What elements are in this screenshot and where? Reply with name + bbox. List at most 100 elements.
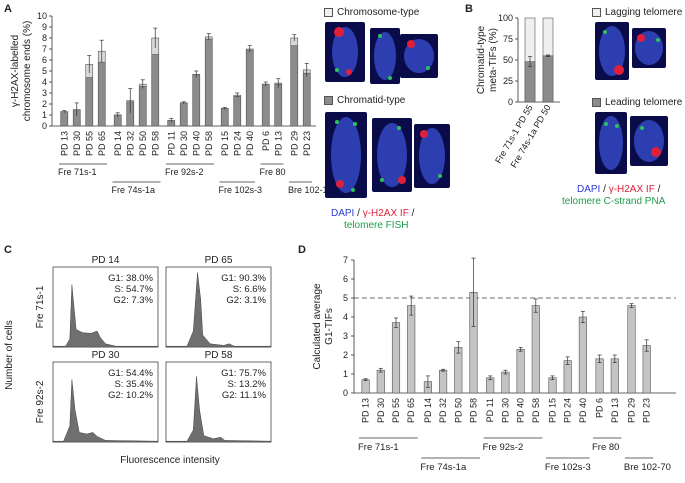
micrograph-a-chromatid-1 (325, 112, 367, 198)
d-y-tick-label: 0 (343, 388, 348, 398)
c-histogram-title: PD 65 (205, 255, 233, 266)
a-y-tick-label: 7 (42, 44, 47, 54)
c-histogram-area (165, 272, 272, 348)
c-g2-value: G2: 7.3% (113, 295, 153, 306)
d-group-label: Fre 92s-2 (483, 442, 524, 453)
c-row-label: Fre 92s-2 (35, 380, 46, 423)
c-xlabel: Fluorescence intensity (120, 455, 220, 466)
d-bar (516, 349, 525, 394)
caption-b-pna: telomere C-strand PNA (562, 196, 666, 207)
panel-a-letter: A (4, 3, 12, 15)
a-x-tick-label: PD 13 (59, 131, 69, 156)
d-y-tick-label: 5 (343, 293, 348, 303)
d-x-tick-label: PD 11 (485, 398, 495, 422)
b-y-tick-label: 25 (503, 76, 513, 86)
d-ylabel-1: Calculated average (312, 283, 323, 370)
a-x-tick-label: PD 30 (179, 131, 189, 156)
a-bar-chromatid (274, 83, 283, 127)
caption-b-h2ax: γ-H2AX IF (608, 184, 655, 195)
a-y-tick-label: 4 (42, 77, 47, 87)
micrograph-a-chromatid-2 (372, 118, 412, 192)
legend-b-lagging-label: Lagging telomere (605, 7, 683, 18)
a-ylabel-2: chromosome ends (%) (22, 21, 33, 122)
micrograph-a-chromosome-1 (325, 22, 365, 82)
d-bar (578, 316, 587, 394)
a-x-tick-label: PD 30 (72, 131, 82, 156)
panel-d-letter: D (298, 244, 306, 256)
d-x-tick-label: PD 24 (563, 398, 573, 423)
d-x-tick-label: PD 55 (391, 398, 401, 423)
b-y-tick-label: 100 (498, 13, 513, 23)
c-histogram-area (52, 284, 159, 348)
a-bar-chromatid (245, 49, 254, 127)
d-x-tick-label: PD 58 (531, 398, 541, 423)
panel-b-letter: B (465, 3, 473, 15)
b-ylabel-2: meta-TIFs (%) (488, 28, 499, 92)
d-x-tick-label: PD 15 (548, 398, 558, 423)
d-bar (548, 377, 557, 394)
a-bar-chromatid (151, 54, 160, 127)
a-y-tick-label: 5 (42, 66, 47, 76)
c-s-value: S: 54.7% (114, 284, 153, 295)
d-x-tick-label: PD 50 (453, 398, 463, 423)
legend-b-leading-swatch (592, 98, 601, 107)
c-g2-value: G2: 3.1% (226, 295, 266, 306)
a-bar-chromatid (204, 38, 213, 127)
b-bar-leading (542, 55, 554, 103)
c-histogram-area (165, 376, 272, 443)
a-y-tick-label: 1 (42, 110, 47, 120)
legend-a-chromatid-label: Chromatid-type (337, 95, 406, 106)
a-y-tick-label: 6 (42, 55, 47, 65)
d-group-label: Bre 102-70 (624, 462, 671, 473)
d-group-label: Fre 74s-1a (420, 462, 467, 473)
d-x-tick-label: PD 6 (595, 398, 605, 418)
b-ylabel-1: Chromatid-type (476, 25, 487, 94)
a-x-tick-label: PD 58 (150, 131, 160, 156)
d-bar (501, 371, 510, 394)
d-y-tick-label: 3 (343, 331, 348, 341)
a-bar-chromatid (179, 102, 188, 127)
d-y-tick-label: 6 (343, 274, 348, 284)
legend-b-lagging-swatch (592, 8, 601, 17)
a-y-tick-label: 3 (42, 88, 47, 98)
a-x-tick-label: PD 29 (289, 131, 299, 156)
a-y-tick-label: 10 (37, 11, 47, 21)
caption-a-sep2: / (408, 208, 415, 219)
chart-d: 0 1 2 3 4 5 6 7 Calculated average G1-TIFs PD 13 PD… (312, 255, 676, 473)
d-x-tick-label: PD 40 (578, 398, 588, 423)
c-g1-value: G1: 54.4% (108, 368, 153, 379)
legend-a-chromosome-swatch (324, 8, 333, 17)
a-x-tick-label: PD 40 (191, 131, 201, 156)
d-bar (595, 358, 604, 394)
d-y-tick-label: 1 (343, 369, 348, 379)
c-histogram-title: PD 30 (92, 350, 120, 361)
a-bar-chromatid (233, 96, 242, 127)
d-y-tick-label: 7 (343, 255, 348, 265)
d-y-tick-label: 4 (343, 312, 348, 322)
d-bar (376, 369, 385, 394)
a-y-tick-label: 0 (42, 121, 47, 131)
a-bar-chromatid (138, 86, 147, 127)
a-group-label: Fre 71s-1 (58, 167, 97, 177)
d-bar (642, 345, 651, 394)
c-s-value: S: 6.6% (233, 284, 267, 295)
d-bar (407, 305, 416, 394)
d-bar (439, 369, 448, 394)
panel-c-letter: C (4, 244, 12, 256)
a-x-tick-label: PD 24 (232, 131, 242, 156)
a-bar-chromatid (192, 74, 201, 127)
a-x-tick-label: PD 32 (125, 131, 135, 156)
b-y-tick-label: 50 (503, 55, 513, 65)
caption-b-sep1: / (600, 184, 609, 195)
d-x-tick-label: PD 14 (423, 398, 433, 423)
d-group-label: Fre 102s-3 (545, 462, 591, 473)
caption-a-h2ax: γ-H2AX IF (362, 208, 409, 219)
caption-b-dapi: DAPI (577, 184, 601, 195)
d-bar (610, 358, 619, 394)
a-bar-chromatid (220, 108, 229, 127)
b-bar-leading (524, 61, 536, 103)
c-g1-value: G1: 38.0% (108, 273, 153, 284)
a-group-label: Bre 102-170 (288, 185, 330, 195)
d-bar (531, 305, 540, 394)
a-group-label: Fre 74s-1a (112, 185, 156, 195)
